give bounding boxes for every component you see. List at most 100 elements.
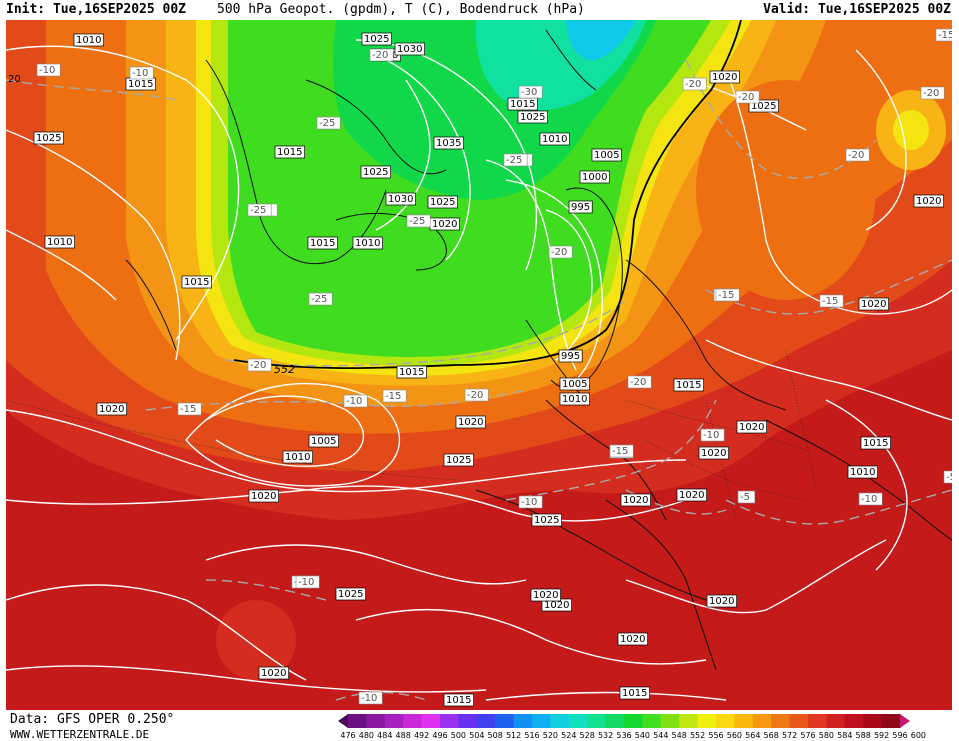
isobar-label-i11: 1030 — [385, 192, 416, 206]
map-title: 500 hPa Geopot. (gpdm), T (C), Bodendruc… — [217, 2, 585, 17]
isobar-label-i28: 1010 — [559, 392, 590, 406]
svg-text:1020: 1020 — [432, 219, 457, 230]
isobar-label-i18: 995 — [568, 200, 593, 214]
svg-text:1015: 1015 — [399, 367, 424, 378]
svg-text:-20: -20 — [685, 79, 701, 90]
colorbar-cell — [587, 714, 607, 728]
svg-text:-30: -30 — [521, 87, 537, 98]
svg-text:1010: 1010 — [47, 237, 72, 248]
isobar-label-i52: 1010 — [539, 132, 570, 146]
colorbar-tick-label: 504 — [469, 731, 484, 740]
svg-text:1025: 1025 — [534, 515, 559, 526]
colorbar-cell — [752, 714, 772, 728]
isobar-label-i36: 1020 — [736, 420, 767, 434]
colorbar-tick-label: 488 — [396, 731, 411, 740]
svg-text:1025: 1025 — [363, 167, 388, 178]
temp-label-t23: -10 — [518, 495, 543, 509]
isobar-label-i10: 1025 — [360, 165, 391, 179]
colorbar-cell — [421, 714, 441, 728]
temperature-labels: -10-10-20-25-25-25-30-25-25-25-20-25-20-… — [36, 28, 952, 705]
colorbar-cell — [495, 714, 515, 728]
colorbar-tick-label: 516 — [524, 731, 539, 740]
colorbar-tick-label: 524 — [561, 731, 576, 740]
temp-label-t2: -10 — [129, 66, 154, 80]
colorbar-cell — [697, 714, 717, 728]
isobar-label-i21: 1020 — [913, 194, 944, 208]
isobar-label-i2: 1025 — [361, 32, 392, 46]
svg-text:-15: -15 — [718, 290, 734, 301]
edge-label-20: 20 — [8, 74, 21, 85]
isobar-label-i19: 1020 — [709, 70, 740, 84]
colorbar-tick-label: 508 — [488, 731, 503, 740]
cold-blob-east-core — [893, 110, 929, 150]
svg-text:1005: 1005 — [594, 150, 619, 161]
temp-label-t10: -25 — [247, 203, 272, 217]
svg-text:1020: 1020 — [916, 196, 941, 207]
colorbar-cell — [789, 714, 809, 728]
colorbar-cell — [808, 714, 827, 728]
svg-text:-15: -15 — [180, 404, 196, 415]
valid-time: Valid: Tue,16SEP2025 00Z — [763, 2, 951, 17]
colorbar-arrow-low — [338, 714, 348, 728]
colorbar-tick-label: 520 — [543, 731, 558, 740]
svg-text:1025: 1025 — [36, 133, 61, 144]
isobar-label-i26: 995 — [558, 349, 583, 363]
isobar-label-i43: 1010 — [847, 465, 878, 479]
temp-label-t30: -20 — [845, 148, 870, 162]
svg-text:-15: -15 — [938, 30, 952, 41]
isobar-label-i16: 1005 — [591, 148, 622, 162]
colorbar-tick-label: 600 — [911, 731, 926, 740]
svg-text:-25: -25 — [409, 216, 425, 227]
colorbar-tick-label: 580 — [819, 731, 834, 740]
website-credit: WWW.WETTERZENTRALE.DE — [10, 728, 150, 741]
temp-label-t28: -20 — [735, 90, 760, 104]
colorbar-tick-label: 528 — [580, 731, 595, 740]
temp-label-t19: -15 — [382, 389, 407, 403]
warm-blob-sw — [216, 600, 296, 680]
temp-label-t35: -15 — [935, 28, 952, 42]
isobar-label-i46: 1020 — [530, 588, 561, 602]
colorbar-tick-label: 484 — [377, 731, 392, 740]
isobar-label-i5: 1015 — [125, 77, 156, 91]
svg-text:1015: 1015 — [676, 380, 701, 391]
isobar-label-i13: 1020 — [429, 217, 460, 231]
isobar-label-i27: 1005 — [559, 377, 590, 391]
svg-text:-10: -10 — [132, 68, 148, 79]
svg-text:1020: 1020 — [709, 596, 734, 607]
colorbar-tick-label: 480 — [359, 731, 374, 740]
isobar-lines — [6, 39, 952, 701]
temp-label-t27: -10 — [358, 691, 383, 705]
colorbar-cell — [624, 714, 643, 728]
isobar-label-i50: 1015 — [619, 686, 650, 700]
temp-label-t21: -10 — [700, 428, 725, 442]
isobar-label-i40: 1020 — [620, 493, 651, 507]
colorbar-tick-label: 532 — [598, 731, 613, 740]
temp-label-t34: -10 — [295, 575, 320, 589]
temp-label-t24: -5 — [737, 490, 756, 504]
svg-text:1030: 1030 — [388, 194, 413, 205]
temp-label-t18: -20 — [464, 388, 489, 402]
svg-text:1010: 1010 — [542, 134, 567, 145]
svg-text:-10: -10 — [361, 693, 377, 704]
isobar-label-i1: 1010 — [73, 33, 104, 47]
svg-text:1025: 1025 — [446, 455, 471, 466]
isobar-label-i23: 1015 — [181, 275, 212, 289]
borders — [6, 349, 817, 521]
colorbar-cell — [366, 714, 386, 728]
svg-text:1035: 1035 — [436, 138, 461, 149]
isobar-label-i25: 1020 — [858, 297, 889, 311]
colorbar-tick-label: 492 — [414, 731, 429, 740]
colorbar-cell — [605, 714, 625, 728]
colorbar-cell — [403, 714, 423, 728]
temp-label-t12: -25 — [503, 153, 528, 167]
svg-text:-10: -10 — [703, 430, 719, 441]
colorbar-cell — [440, 714, 459, 728]
temp-label-t3: -20 — [369, 48, 394, 62]
svg-text:1025: 1025 — [338, 589, 363, 600]
isobar-label-i32: 1010 — [282, 450, 313, 464]
svg-text:1000: 1000 — [582, 172, 607, 183]
svg-text:-10: -10 — [861, 494, 877, 505]
svg-text:-10: -10 — [346, 396, 362, 407]
colorbar-tick-label: 560 — [727, 731, 742, 740]
svg-text:1025: 1025 — [520, 112, 545, 123]
